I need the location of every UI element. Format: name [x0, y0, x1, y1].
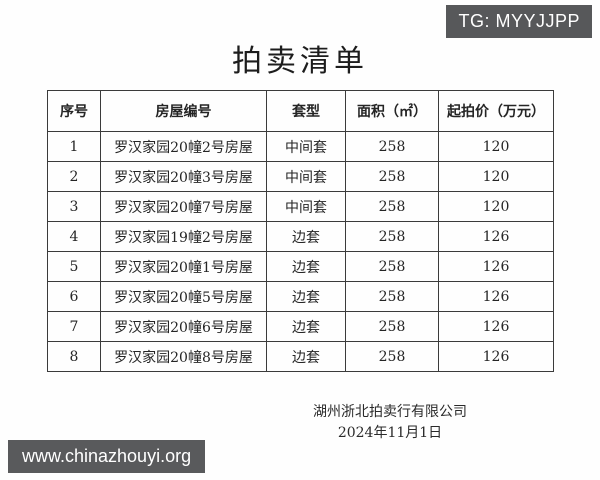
- table-cell: 罗汉家园20幢2号房屋: [100, 131, 267, 162]
- table-cell: 3: [47, 191, 101, 222]
- table-cell: 中间套: [266, 191, 346, 222]
- table-cell: 258: [345, 131, 439, 162]
- table-row: 5 罗汉家园20幢1号房屋 边套 258 126: [47, 251, 554, 282]
- table-cell: 7: [47, 311, 101, 342]
- header-cell-area: 面积（㎡）: [345, 90, 439, 132]
- table-row: 8 罗汉家园20幢8号房屋 边套 258 126: [47, 341, 554, 372]
- table-cell: 258: [345, 341, 439, 372]
- table-body: 1 罗汉家园20幢2号房屋 中间套 258 120 2 罗汉家园20幢3号房屋 中间套 258 1…: [47, 131, 554, 372]
- table-cell: 120: [438, 131, 554, 162]
- telegram-badge: TG: MYYJJPP: [446, 5, 592, 38]
- header-cell-starting-price: 起拍价（万元）: [438, 90, 554, 132]
- table-row: 4 罗汉家园19幢2号房屋 边套 258 126: [47, 221, 554, 252]
- header-cell-house-number: 房屋编号: [100, 90, 267, 132]
- table-cell: 8: [47, 341, 101, 372]
- table-cell: 120: [438, 161, 554, 192]
- header-cell-index: 序号: [47, 90, 101, 132]
- table-cell: 126: [438, 221, 554, 252]
- header-cell-unit-type: 套型: [266, 90, 346, 132]
- table-cell: 6: [47, 281, 101, 312]
- table-cell: 中间套: [266, 161, 346, 192]
- table-cell: 边套: [266, 341, 346, 372]
- table-header-row: 序号 房屋编号 套型 面积（㎡） 起拍价（万元）: [47, 90, 554, 132]
- table-cell: 258: [345, 281, 439, 312]
- table-cell: 258: [345, 161, 439, 192]
- table-cell: 4: [47, 221, 101, 252]
- table-cell: 258: [345, 191, 439, 222]
- watermark-url-text: www.chinazhouyi.org: [22, 446, 192, 466]
- table-cell: 120: [438, 191, 554, 222]
- table-cell: 边套: [266, 311, 346, 342]
- table-cell: 5: [47, 251, 101, 282]
- footer-company: 湖州浙北拍卖行有限公司: [313, 404, 467, 420]
- table-cell: 边套: [266, 221, 346, 252]
- table-cell: 126: [438, 311, 554, 342]
- table-row: 7 罗汉家园20幢6号房屋 边套 258 126: [47, 311, 554, 342]
- table-cell: 126: [438, 341, 554, 372]
- auction-table: 序号 房屋编号 套型 面积（㎡） 起拍价（万元） 1 罗汉家园20幢2号房屋 中间套…: [47, 90, 554, 372]
- table-cell: 126: [438, 281, 554, 312]
- footer-date: 2024年11月1日: [337, 425, 443, 441]
- table-cell: 中间套: [266, 131, 346, 162]
- table-cell: 罗汉家园20幢8号房屋: [100, 341, 267, 372]
- table-cell: 罗汉家园20幢7号房屋: [100, 191, 267, 222]
- table-cell: 258: [345, 221, 439, 252]
- telegram-badge-text: TG: MYYJJPP: [458, 11, 580, 31]
- table-row: 6 罗汉家园20幢5号房屋 边套 258 126: [47, 281, 554, 312]
- watermark-badge: www.chinazhouyi.org: [8, 440, 206, 473]
- table-cell: 罗汉家园20幢5号房屋: [100, 281, 267, 312]
- table-cell: 罗汉家园20幢1号房屋: [100, 251, 267, 282]
- table-cell: 边套: [266, 251, 346, 282]
- table-cell: 罗汉家园19幢2号房屋: [100, 221, 267, 252]
- table-row: 3 罗汉家园20幢7号房屋 中间套 258 120: [47, 191, 554, 222]
- footer: 湖州浙北拍卖行有限公司 2024年11月1日: [270, 402, 510, 444]
- table-cell: 126: [438, 251, 554, 282]
- table-row: 1 罗汉家园20幢2号房屋 中间套 258 120: [47, 131, 554, 162]
- page-title: 拍卖清单: [232, 44, 368, 79]
- table-cell: 258: [345, 251, 439, 282]
- table-cell: 罗汉家园20幢6号房屋: [100, 311, 267, 342]
- table-cell: 2: [47, 161, 101, 192]
- table-cell: 1: [47, 131, 101, 162]
- table-cell: 罗汉家园20幢3号房屋: [100, 161, 267, 192]
- table-row: 2 罗汉家园20幢3号房屋 中间套 258 120: [47, 161, 554, 192]
- table-cell: 边套: [266, 281, 346, 312]
- table-cell: 258: [345, 311, 439, 342]
